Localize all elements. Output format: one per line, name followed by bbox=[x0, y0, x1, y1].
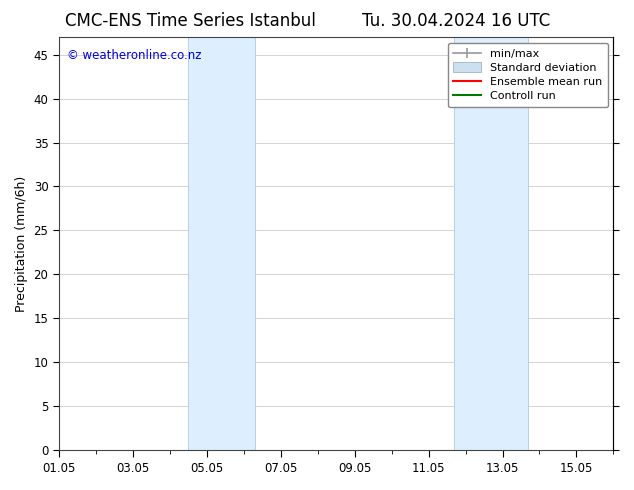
Bar bbox=[188, 37, 255, 450]
Legend: min/max, Standard deviation, Ensemble mean run, Controll run: min/max, Standard deviation, Ensemble me… bbox=[448, 43, 608, 107]
Text: CMC-ENS Time Series Istanbul: CMC-ENS Time Series Istanbul bbox=[65, 12, 316, 30]
Bar bbox=[455, 37, 528, 450]
Text: © weatheronline.co.nz: © weatheronline.co.nz bbox=[67, 49, 202, 62]
Y-axis label: Precipitation (mm/6h): Precipitation (mm/6h) bbox=[15, 175, 28, 312]
Text: Tu. 30.04.2024 16 UTC: Tu. 30.04.2024 16 UTC bbox=[363, 12, 550, 30]
